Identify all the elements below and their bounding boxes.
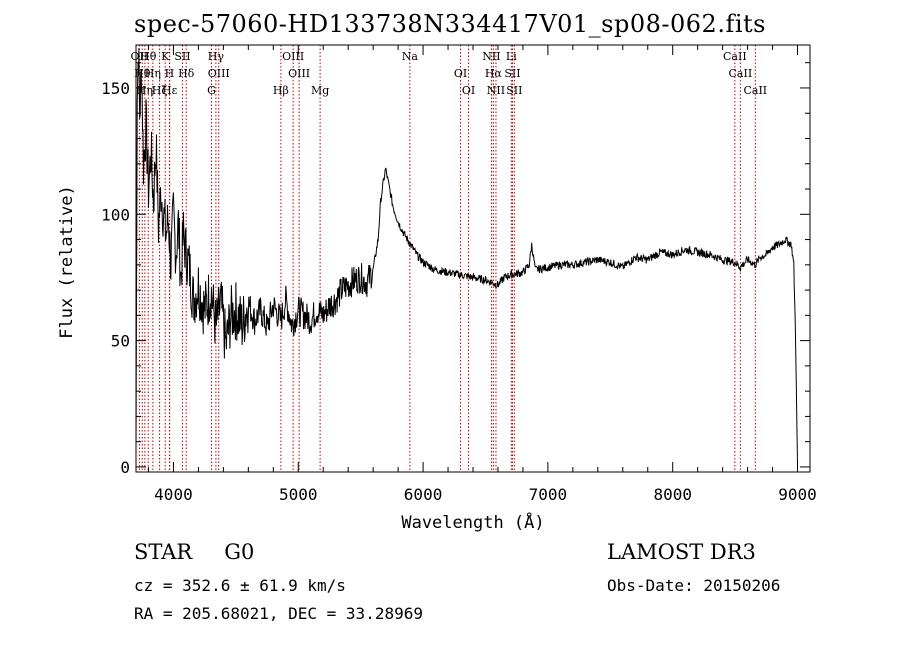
line-label-g: G bbox=[207, 84, 216, 97]
line-label-hη: Hη bbox=[145, 67, 161, 80]
chart-title: spec-57060-HD133738N334417V01_sp08-062.f… bbox=[134, 10, 766, 38]
emission-line-labels: OIIHθHηHθHηHζKHHεSIIHδGHγOIIIHβOIIIOIIIM… bbox=[131, 50, 768, 97]
coordinates: RA = 205.68021, DEC = 33.28969 bbox=[134, 604, 423, 623]
line-label-oiii: OIII bbox=[208, 67, 230, 80]
line-label-caii: CaII bbox=[743, 84, 767, 97]
x-tick-label-5000: 5000 bbox=[279, 485, 318, 504]
line-label-mg: Mg bbox=[311, 84, 329, 97]
classification-line: STAR G0 bbox=[134, 540, 254, 564]
line-label-hα: Hα bbox=[485, 67, 503, 80]
survey-name: LAMOST DR3 bbox=[607, 540, 756, 564]
line-label-oiii: OIII bbox=[288, 67, 310, 80]
redshift-velocity: cz = 352.6 ± 61.9 km/s bbox=[134, 576, 346, 595]
line-label-oi: OI bbox=[462, 84, 475, 97]
line-label-sii: SII bbox=[504, 67, 520, 80]
x-axis-ticks: 4000 5000 6000 7000 8000 9000 bbox=[147, 45, 817, 504]
line-label-oiii: OIII bbox=[282, 50, 304, 63]
y-tick-label-150: 150 bbox=[101, 79, 130, 98]
y-tick-label-100: 100 bbox=[101, 205, 130, 224]
y-axis-ticks: 0 50 100 150 bbox=[101, 62, 810, 477]
x-tick-label-7000: 7000 bbox=[529, 485, 568, 504]
x-tick-label-6000: 6000 bbox=[404, 485, 443, 504]
object-class: STAR bbox=[134, 540, 193, 564]
line-label-k: K bbox=[161, 50, 170, 63]
x-axis-label: Wavelength (Å) bbox=[401, 511, 544, 533]
observation-date: Obs-Date: 20150206 bbox=[607, 576, 781, 595]
line-label-h: H bbox=[165, 67, 175, 80]
x-tick-label-8000: 8000 bbox=[653, 485, 692, 504]
plot-frame bbox=[135, 44, 811, 473]
line-label-hβ: Hβ bbox=[273, 84, 289, 97]
x-tick-label-9000: 9000 bbox=[778, 485, 817, 504]
line-label-caii: CaII bbox=[723, 50, 747, 63]
line-label-hζ: Hζ bbox=[152, 84, 168, 97]
y-tick-label-50: 50 bbox=[111, 332, 130, 351]
emission-line-markers bbox=[138, 45, 756, 472]
x-tick-label-4000: 4000 bbox=[154, 485, 193, 504]
line-label-caii: CaII bbox=[729, 67, 753, 80]
y-axis-label: Flux (relative) bbox=[57, 185, 77, 339]
y-tick-label-0: 0 bbox=[120, 458, 130, 477]
line-label-oi: OI bbox=[454, 67, 467, 80]
line-label-hθ: Hθ bbox=[140, 50, 157, 63]
line-label-hε: Hε bbox=[162, 84, 178, 97]
flux-series-line bbox=[135, 48, 798, 465]
spectral-subclass: G0 bbox=[224, 540, 255, 564]
line-label-hγ: Hγ bbox=[208, 50, 225, 63]
line-label-li: Li bbox=[506, 50, 517, 63]
line-label-na: Na bbox=[402, 50, 419, 63]
line-label-nii: NII bbox=[487, 84, 505, 97]
line-label-sii: SII bbox=[506, 84, 522, 97]
line-label-nii: NII bbox=[482, 50, 500, 63]
line-label-hδ: Hδ bbox=[178, 67, 195, 80]
line-label-sii: SII bbox=[174, 50, 190, 63]
